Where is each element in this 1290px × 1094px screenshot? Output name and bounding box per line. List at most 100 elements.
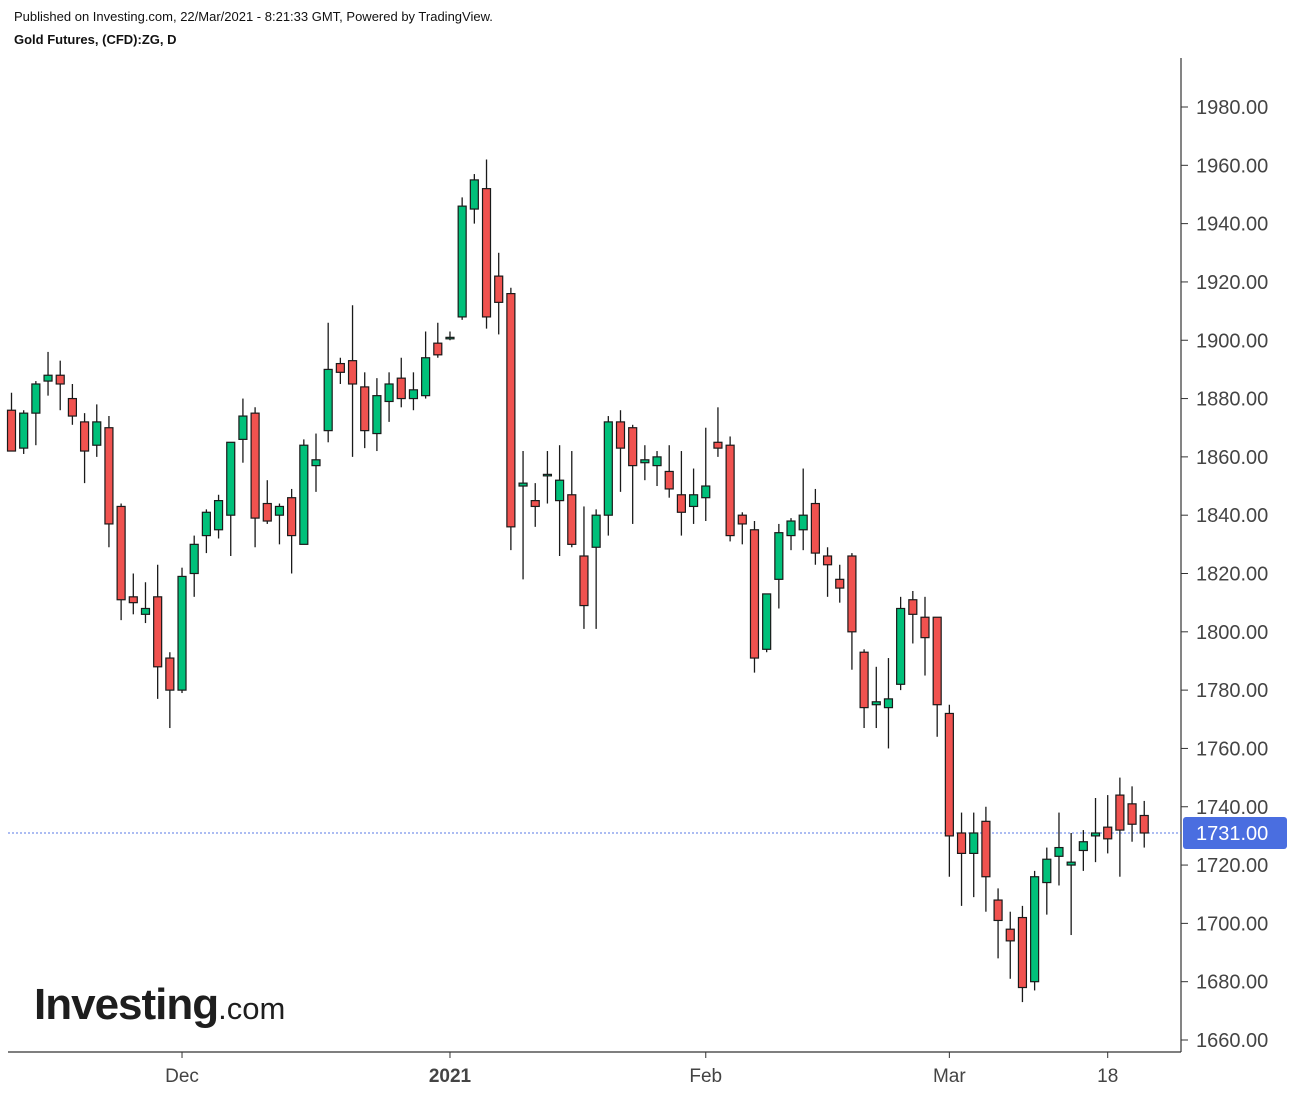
candle-body (591, 514, 601, 548)
candle-body (774, 532, 784, 580)
candle-body (140, 607, 151, 615)
candle-body (360, 386, 370, 432)
investing-logo: Investing.com (34, 980, 285, 1030)
y-tick-label: 1800.00 (1196, 622, 1268, 644)
candle-body (908, 599, 918, 615)
candle-body (201, 511, 211, 537)
candle-body (433, 342, 443, 356)
candle-body (469, 179, 479, 210)
candle-body (189, 543, 199, 575)
candle-body (579, 555, 589, 607)
candle-body (128, 596, 138, 604)
candle-body (932, 616, 942, 706)
candle-body (238, 415, 248, 440)
candle-body (153, 596, 163, 668)
candle-body (323, 368, 333, 432)
logo-suffix: .com (218, 991, 286, 1026)
candle-body (67, 397, 78, 417)
candle-body (725, 444, 735, 537)
candle-body (628, 427, 638, 467)
x-tick-label: Feb (689, 1066, 722, 1087)
candle-body (713, 441, 723, 449)
candle-body (6, 409, 17, 452)
candle-body (43, 374, 53, 382)
candle-body (920, 616, 930, 639)
candle-body (347, 360, 358, 385)
candle-body (603, 421, 613, 516)
candle-body (859, 651, 869, 709)
current-price-label: 1731.00 (1196, 823, 1268, 845)
y-tick-label: 1760.00 (1196, 738, 1268, 760)
candle-body (116, 505, 126, 601)
candle-body (883, 698, 894, 709)
candle-body (384, 383, 394, 403)
candle-body (554, 479, 565, 502)
y-tick-label: 1720.00 (1196, 855, 1268, 877)
candle-body (969, 832, 979, 854)
candle-body (396, 377, 406, 400)
candle-body (250, 412, 260, 519)
candle-body (372, 395, 382, 435)
candle-body (1127, 803, 1137, 825)
candle-body (104, 427, 114, 525)
candle-body (956, 832, 967, 854)
y-tick-label: 1820.00 (1196, 564, 1268, 586)
candle-body (1103, 826, 1113, 840)
candle-body (640, 459, 650, 464)
candle-body (79, 421, 90, 452)
axis-layer (8, 58, 1188, 1058)
candle-body (1090, 832, 1101, 837)
candle-body (518, 482, 528, 487)
chart-symbol-title: Gold Futures, (CFD):ZG, D (14, 32, 177, 47)
candle-body (481, 188, 492, 318)
candle-body (177, 575, 187, 691)
candle-body (530, 500, 540, 508)
candle-body (871, 701, 881, 706)
candle-body (762, 593, 772, 650)
y-tick-label: 1740.00 (1196, 797, 1268, 819)
y-tick-label: 1960.00 (1196, 155, 1268, 177)
x-tick-label: Mar (933, 1066, 966, 1087)
candle-body (408, 389, 419, 400)
candle-body (822, 555, 833, 566)
candle-body (165, 657, 175, 691)
y-tick-label: 1840.00 (1196, 505, 1268, 527)
y-tick-label: 1920.00 (1196, 272, 1268, 294)
labels-layer: 1980.00 1960.00 1940.00 1920.00 1900.00 1880.… (165, 97, 1287, 1087)
candle-body (457, 205, 467, 318)
candle-body (1042, 858, 1052, 884)
candle-body (749, 529, 760, 659)
y-tick-label: 1940.00 (1196, 214, 1268, 236)
current-price-tag (1183, 816, 1287, 849)
published-note: Published on Investing.com, 22/Mar/2021 … (14, 9, 493, 24)
candle-body (688, 494, 699, 508)
candle-body (1078, 841, 1088, 852)
candle-body (311, 459, 321, 467)
candle-body (1005, 928, 1015, 942)
candle-body (835, 578, 845, 589)
candle-body (1030, 876, 1040, 983)
y-tick-label: 1660.00 (1196, 1030, 1268, 1052)
candle-body (737, 514, 747, 525)
candle-body (1139, 814, 1149, 834)
candle-body (981, 820, 991, 878)
y-tick-label: 1900.00 (1196, 330, 1268, 352)
candle-body (506, 293, 516, 528)
candle-body (274, 505, 285, 516)
candle-body (287, 497, 297, 537)
candle-body (1054, 846, 1064, 857)
candle-body (1115, 794, 1125, 831)
candle-body (445, 336, 455, 340)
candle-body (299, 444, 309, 545)
candle-body (19, 412, 29, 449)
candle-body (55, 374, 65, 385)
y-tick-label: 1880.00 (1196, 389, 1268, 411)
candle-body (31, 383, 41, 414)
candle-body (993, 899, 1003, 922)
y-tick-label: 1700.00 (1196, 913, 1268, 935)
candle-body (542, 473, 553, 477)
candle-body (615, 421, 626, 449)
x-tick-label: Dec (165, 1066, 199, 1087)
x-tick-label: 18 (1097, 1066, 1118, 1087)
